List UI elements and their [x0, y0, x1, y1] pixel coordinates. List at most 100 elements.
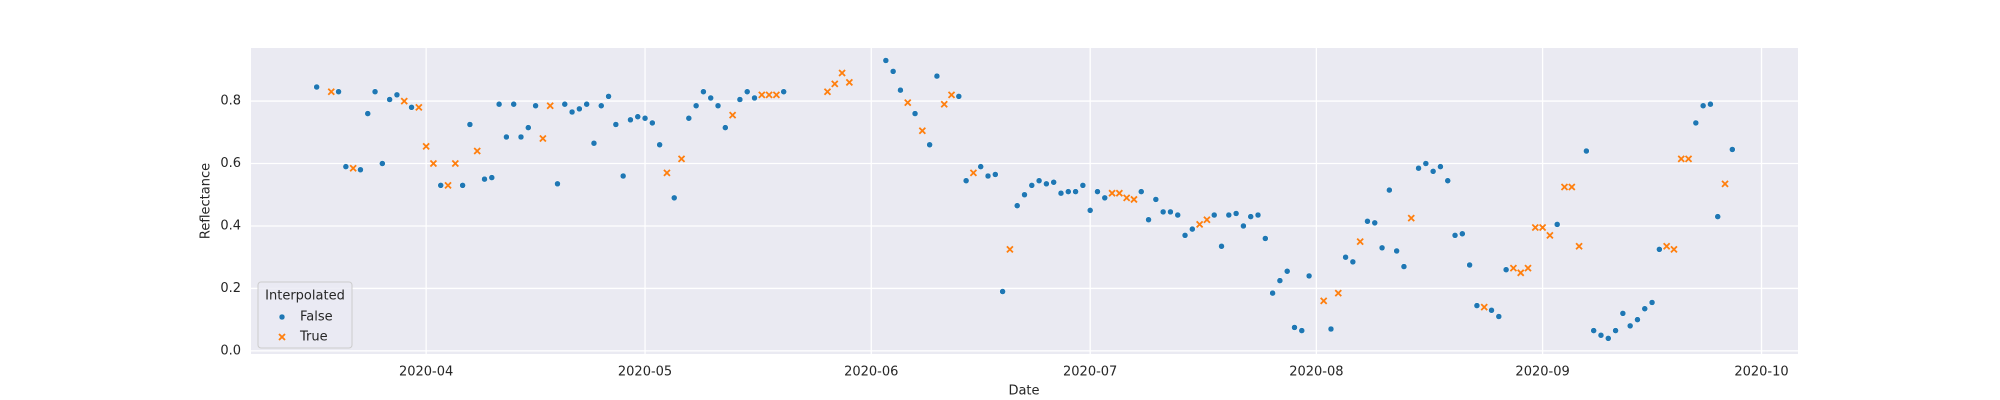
- point: [933, 72, 941, 80]
- point: [1159, 208, 1167, 216]
- point: [1634, 316, 1641, 323]
- point: [1305, 272, 1313, 280]
- point: [437, 182, 444, 189]
- point: [1422, 160, 1430, 167]
- point: [1612, 327, 1619, 334]
- point: [1115, 189, 1123, 197]
- point: [700, 88, 707, 95]
- point: [1065, 188, 1072, 195]
- point: [605, 93, 612, 100]
- point: [1560, 183, 1569, 191]
- legend-marker: [278, 333, 286, 341]
- point: [969, 169, 978, 177]
- point: [1568, 183, 1576, 191]
- x-axis-label: Date: [1008, 384, 1039, 399]
- y-tick-label: 0.6: [220, 156, 241, 171]
- point: [503, 133, 510, 141]
- point: [1400, 263, 1408, 270]
- point: [889, 68, 897, 75]
- point: [1714, 213, 1721, 220]
- legend-marker: [278, 313, 286, 321]
- point: [1437, 163, 1444, 170]
- point: [488, 174, 496, 181]
- point: [999, 288, 1006, 295]
- point: [765, 91, 773, 99]
- point: [831, 80, 839, 88]
- point: [546, 102, 554, 110]
- x-tick-label: 2020-07: [1063, 365, 1117, 380]
- point: [1108, 189, 1116, 197]
- y-tick-label: 0.2: [220, 281, 241, 296]
- point: [1371, 219, 1379, 227]
- point: [758, 91, 766, 99]
- point: [466, 121, 474, 128]
- legend: Interpolated False True: [257, 281, 353, 349]
- point: [1254, 211, 1262, 219]
- point: [1721, 180, 1729, 188]
- point: [1393, 247, 1400, 255]
- legend-box: [257, 281, 353, 349]
- point: [707, 94, 714, 102]
- point: [1028, 182, 1036, 189]
- point: [415, 103, 423, 111]
- point: [1495, 313, 1503, 320]
- point: [992, 171, 999, 178]
- point: [1035, 177, 1043, 184]
- point: [1729, 146, 1736, 153]
- point: [1130, 195, 1138, 204]
- point: [379, 160, 386, 167]
- point: [663, 169, 671, 177]
- point: [598, 102, 605, 110]
- point: [590, 139, 598, 147]
- point: [1386, 186, 1393, 194]
- point: [1203, 216, 1211, 224]
- point: [357, 166, 364, 174]
- point: [1531, 223, 1539, 232]
- point: [1502, 266, 1510, 273]
- point: [962, 177, 970, 184]
- x-tick-label: 2020-10: [1734, 365, 1788, 380]
- point: [1050, 179, 1057, 186]
- point: [1415, 164, 1422, 172]
- point: [1488, 307, 1495, 314]
- point: [1195, 220, 1204, 229]
- point: [649, 119, 656, 127]
- point: [823, 88, 832, 96]
- point: [335, 88, 342, 95]
- point: [400, 97, 408, 105]
- y-tick-label: 0.0: [220, 343, 241, 358]
- x-tick-label: 2020-04: [399, 365, 453, 380]
- point: [1459, 230, 1466, 238]
- point: [1320, 297, 1328, 305]
- point: [904, 99, 912, 107]
- point: [1247, 213, 1254, 220]
- point: [1692, 119, 1700, 127]
- point: [517, 133, 525, 141]
- point: [1174, 211, 1181, 219]
- point: [1364, 218, 1371, 225]
- point: [481, 175, 488, 183]
- point: [1684, 155, 1693, 163]
- point: [386, 96, 393, 103]
- point: [1677, 155, 1685, 163]
- x-tick-label: 2020-08: [1289, 365, 1343, 380]
- point: [576, 105, 583, 113]
- y-tick-label: 0.8: [220, 94, 241, 109]
- point: [1269, 289, 1276, 297]
- point: [1123, 194, 1131, 202]
- point: [918, 127, 926, 135]
- point: [685, 115, 693, 122]
- point: [1378, 244, 1386, 252]
- point: [1429, 168, 1437, 175]
- point: [1575, 242, 1583, 250]
- point: [728, 111, 737, 119]
- point: [422, 142, 430, 150]
- point: [780, 88, 787, 95]
- point: [947, 91, 956, 99]
- point: [955, 93, 963, 100]
- point: [510, 100, 517, 108]
- point: [451, 159, 459, 168]
- point: [1327, 325, 1335, 333]
- point: [1553, 221, 1561, 228]
